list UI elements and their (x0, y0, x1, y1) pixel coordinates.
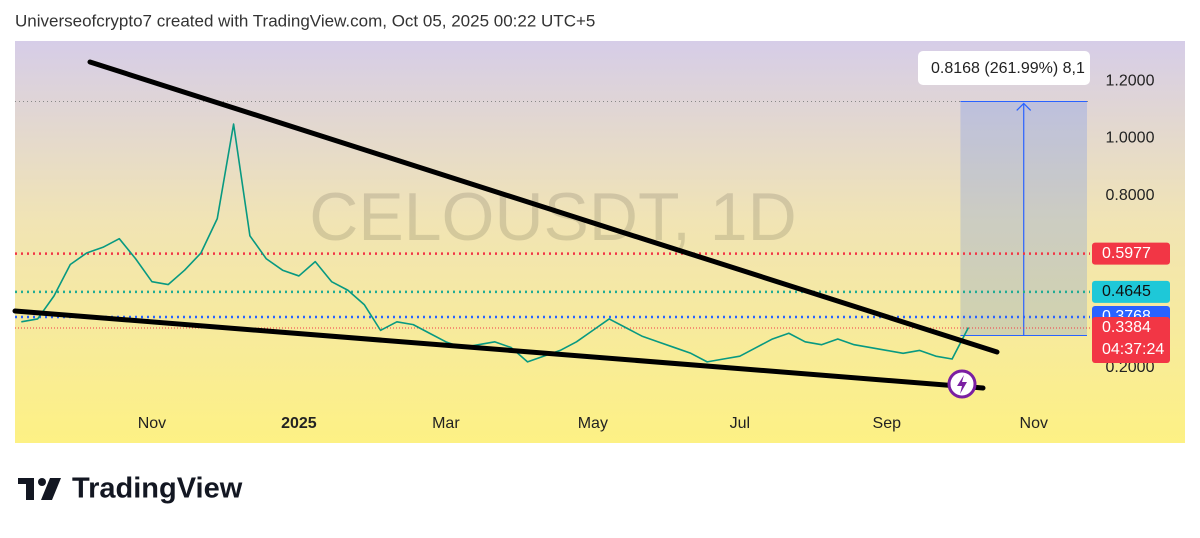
measure-label-box (918, 51, 1090, 85)
level-label: 0.3384 (1102, 319, 1151, 336)
y-tick-label: 0.2000 (1106, 359, 1155, 376)
y-tick-label: 1.2000 (1106, 72, 1155, 89)
logo: TradingView (18, 473, 243, 505)
level-label-box (1092, 280, 1170, 303)
x-tick-label: 2025 (281, 415, 317, 432)
x-tick-label: May (578, 415, 608, 432)
x-tick-label: Jul (730, 415, 750, 432)
watermark: CELOUSDT, 1D (309, 179, 796, 255)
x-tick-label: Sep (873, 415, 902, 432)
level-label-box (1092, 316, 1170, 363)
x-tick-label: Nov (138, 415, 166, 432)
x-tick-label: Mar (432, 415, 460, 432)
alert-icon-bolt (957, 375, 967, 394)
level-label-box (1092, 242, 1170, 265)
trendline (87, 59, 1000, 355)
measure-label: 0.8168 (261.99%) 8,1 (931, 60, 1085, 77)
y-tick-label: 0.8000 (1106, 187, 1155, 204)
y-tick-label: 1.0000 (1106, 130, 1155, 147)
logo-mark (41, 478, 61, 500)
logo-mark (38, 478, 46, 486)
price-line (21, 123, 970, 363)
level-label: 0.4645 (1102, 283, 1151, 300)
measure-arrowhead (1016, 102, 1032, 111)
countdown: 04:37:24 (1102, 341, 1164, 358)
logo-text: TradingView (72, 473, 243, 505)
chart-background (15, 41, 1185, 443)
level-label: 0.5977 (1102, 245, 1151, 262)
x-tick-label: Nov (1020, 415, 1048, 432)
trendline (12, 308, 986, 391)
logo-mark (26, 478, 34, 500)
header: Universeofcrypto7 created with TradingVi… (15, 11, 595, 30)
